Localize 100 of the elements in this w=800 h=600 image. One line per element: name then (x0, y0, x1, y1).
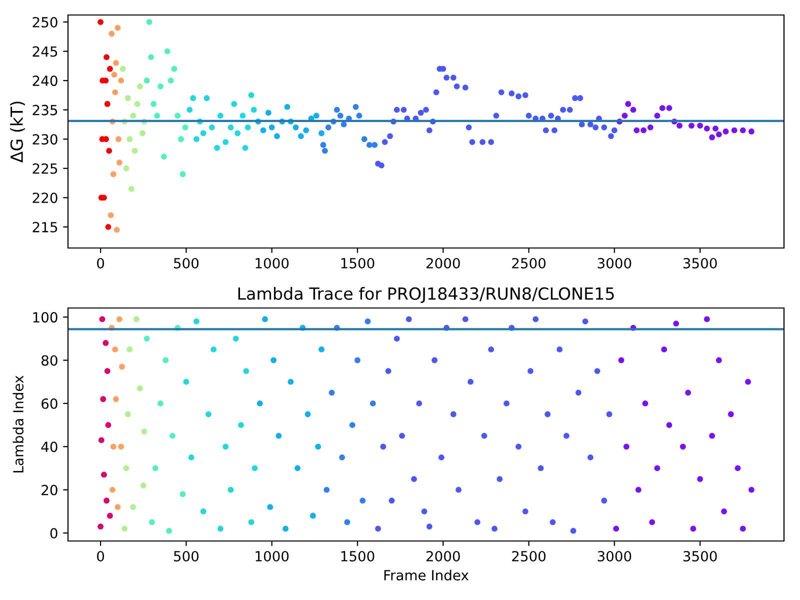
point (190, 95, 196, 102)
point (622, 112, 628, 119)
point (640, 127, 646, 134)
x-tick-label: 2000 (426, 550, 460, 562)
point (120, 66, 126, 72)
point (107, 512, 113, 519)
point (322, 148, 328, 154)
point (288, 378, 294, 385)
point (318, 130, 324, 136)
point (222, 139, 229, 145)
point (104, 54, 110, 60)
point (158, 83, 164, 90)
point (100, 396, 106, 402)
point (625, 101, 632, 107)
x-tick-label: 1500 (341, 258, 374, 268)
point (601, 124, 608, 130)
point (313, 112, 320, 119)
point (116, 316, 122, 322)
point (680, 444, 686, 450)
point (400, 106, 407, 113)
point (114, 226, 120, 233)
point (325, 124, 332, 130)
point (130, 112, 136, 119)
point (673, 320, 680, 326)
point (170, 432, 176, 439)
point (265, 110, 272, 116)
point (105, 224, 112, 230)
point (112, 89, 118, 96)
point (426, 127, 432, 134)
point (666, 422, 672, 428)
point (222, 444, 229, 450)
point (304, 411, 311, 418)
point (146, 19, 152, 25)
x-tick-label: 0 (97, 258, 104, 268)
point (492, 526, 498, 532)
point (270, 357, 276, 364)
point (303, 127, 310, 134)
point (160, 154, 167, 160)
point (174, 112, 181, 119)
x-tick-label: 500 (174, 258, 199, 268)
point (119, 364, 125, 370)
point (480, 139, 486, 145)
point (231, 101, 238, 107)
point (134, 316, 140, 322)
point (382, 139, 388, 145)
point (194, 318, 200, 324)
point (182, 124, 188, 130)
point (566, 106, 573, 113)
point (748, 486, 754, 493)
x-tick-label: 3500 (683, 258, 717, 268)
point (450, 411, 456, 418)
point (248, 519, 254, 526)
x-axis-title: Frame Index (384, 570, 469, 580)
point (385, 368, 392, 374)
point (538, 465, 544, 472)
point (587, 454, 594, 460)
point (178, 136, 184, 142)
y-tick-label: 225 (32, 163, 58, 174)
point (474, 519, 480, 526)
point (110, 171, 116, 178)
point (158, 400, 164, 406)
point (140, 482, 146, 488)
point (276, 432, 282, 439)
point (244, 124, 251, 130)
point (105, 422, 112, 428)
y-tick-label: 40 (41, 442, 58, 452)
point (488, 346, 494, 352)
point (274, 133, 280, 140)
point (647, 124, 654, 130)
point (411, 476, 417, 482)
point (320, 142, 326, 148)
point (356, 112, 362, 119)
point (542, 127, 549, 134)
point (136, 385, 143, 392)
point (111, 72, 118, 78)
point (125, 411, 131, 418)
point (587, 122, 594, 128)
x-tick-label: 2500 (512, 258, 546, 268)
point (126, 136, 133, 142)
point (298, 133, 304, 140)
point (218, 112, 224, 119)
point (328, 390, 335, 396)
point (498, 89, 504, 96)
point (722, 128, 729, 134)
point (334, 106, 340, 113)
point (697, 122, 704, 129)
point (375, 526, 381, 532)
y-tick-label: 0 (50, 528, 58, 538)
point (204, 95, 210, 102)
point (132, 148, 138, 154)
point (106, 148, 112, 154)
x-tick-label: 3000 (598, 550, 632, 562)
point (140, 130, 146, 136)
point (592, 124, 599, 130)
point (315, 444, 322, 450)
point (526, 112, 532, 119)
point (544, 411, 551, 418)
point (623, 444, 630, 450)
point (654, 112, 660, 119)
point (113, 60, 119, 66)
